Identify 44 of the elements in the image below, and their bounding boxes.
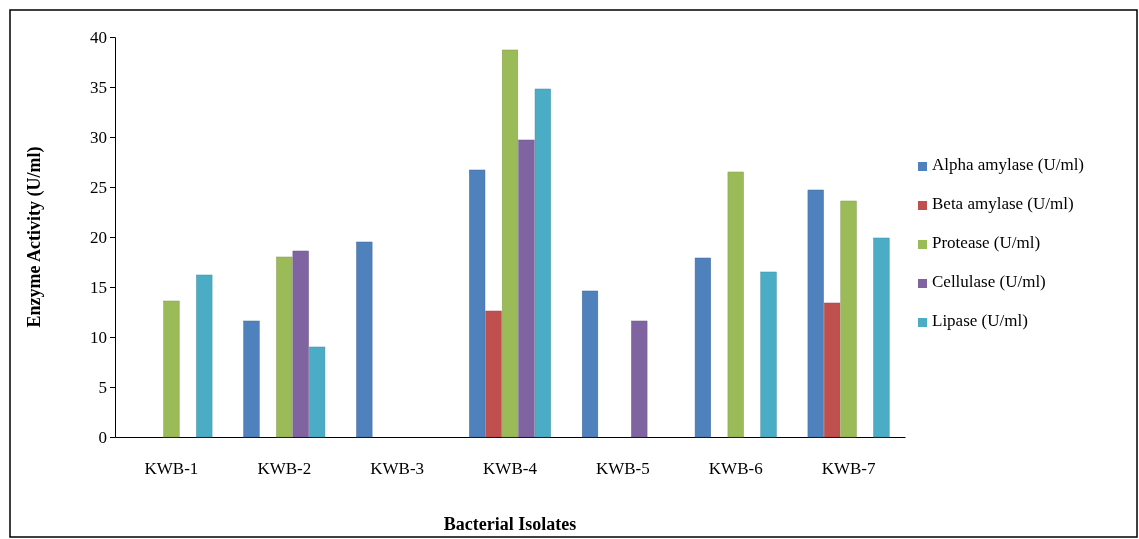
y-tick-label: 10 — [90, 327, 107, 347]
bar — [581, 290, 599, 438]
bar — [873, 237, 890, 438]
x-axis-title: Bacterial Isolates — [443, 514, 577, 534]
bar — [631, 320, 648, 438]
y-tick-label: 5 — [98, 377, 107, 397]
bar — [518, 139, 535, 438]
x-tick-label: KWB-1 — [144, 459, 199, 478]
y-tick-label: 0 — [98, 427, 107, 447]
x-tick-label: KWB-5 — [595, 459, 650, 478]
bar — [469, 169, 486, 438]
x-tick-label: KWB-2 — [257, 459, 312, 478]
bar — [501, 49, 519, 438]
y-tick-label: 15 — [90, 277, 107, 297]
bar — [727, 171, 744, 438]
y-tick-label: 20 — [90, 227, 107, 247]
legend-label: Cellulase (U/ml) — [932, 272, 1046, 291]
bar — [807, 189, 824, 438]
x-tick-label: KWB-6 — [708, 459, 763, 478]
bar — [196, 274, 213, 438]
bar — [840, 200, 857, 438]
bar — [276, 256, 293, 438]
y-tick-label: 35 — [90, 77, 107, 97]
x-tick-label: KWB-7 — [821, 459, 876, 478]
bar — [824, 302, 841, 438]
legend-label: Lipase (U/ml) — [932, 311, 1028, 330]
bar — [163, 300, 180, 438]
y-tick-label: 30 — [90, 127, 107, 147]
bar — [760, 271, 777, 438]
bar — [356, 241, 373, 438]
y-axis-title: Enzyme Activity (U/ml) — [24, 146, 45, 328]
bar — [534, 88, 551, 438]
x-tick-label: KWB-3 — [370, 459, 425, 478]
bar — [694, 257, 711, 438]
legend-label: Protease (U/ml) — [932, 233, 1041, 252]
bar — [243, 320, 260, 438]
legend-label: Beta amylase (U/ml) — [932, 194, 1074, 213]
y-tick-label: 40 — [90, 27, 107, 47]
bar — [292, 250, 309, 438]
bar — [485, 310, 502, 438]
legend-label: Alpha amylase (U/ml) — [932, 155, 1085, 174]
x-tick-label: KWB-4 — [483, 459, 538, 478]
bar — [309, 346, 326, 438]
y-tick-label: 25 — [90, 177, 107, 197]
